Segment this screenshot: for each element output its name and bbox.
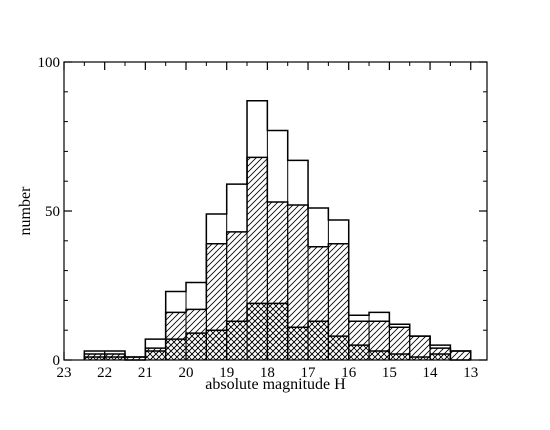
x-axis: 23 22 21 20 19 18 17 16 15 14 13: [57, 62, 478, 381]
bar-s3-bin-3: [145, 351, 166, 360]
bar-s3-bin-7: [226, 321, 248, 360]
bar-s3-bin-8: [247, 303, 268, 360]
x-tick-label: 18: [260, 365, 275, 381]
bar-s3-bin-5: [186, 333, 207, 360]
bar-s3-bin-14: [369, 351, 390, 360]
bar-s3-bin-11: [308, 321, 329, 360]
x-tick-label: 16: [341, 365, 357, 381]
series-3: [83, 302, 471, 361]
y-tick-label: 0: [53, 353, 61, 369]
bar-s2-bin-15: [389, 327, 410, 360]
x-tick-label: 23: [57, 365, 72, 381]
bar-s3-bin-10: [287, 327, 309, 360]
bar-s2-bin-10: [287, 205, 309, 360]
x-tick-label: 15: [382, 365, 397, 381]
bar-s2-bin-16: [409, 336, 431, 360]
y-axis: 0 50 100: [38, 55, 487, 369]
bar-s3-bin-16: [409, 357, 431, 360]
bar-s3-bin-4: [165, 339, 187, 360]
x-tick-label: 19: [219, 365, 234, 381]
bar-s3-bin-6: [206, 330, 227, 360]
bar-s3-bin-9: [267, 303, 288, 360]
x-tick-label: 14: [423, 365, 439, 381]
bar-s3-bin-13: [348, 345, 370, 360]
x-tick-label: 17: [301, 365, 317, 381]
bar-s3-bin-17: [430, 354, 451, 360]
x-axis-label: absolute magnitude H: [205, 376, 346, 393]
bar-s3-bin-1: [104, 357, 126, 360]
x-tick-label: 20: [179, 365, 194, 381]
series-layer: [83, 99, 472, 361]
y-tick-label: 50: [45, 204, 60, 220]
x-tick-label: 21: [138, 365, 153, 381]
x-tick-label: 22: [97, 365, 112, 381]
bar-s2-bin-18: [450, 351, 471, 360]
y-axis-label: number: [17, 186, 34, 236]
bar-s3-bin-15: [389, 354, 410, 360]
bar-s2-bin-2: [125, 357, 146, 360]
bar-s3-bin-12: [328, 336, 349, 360]
bar-s2-bin-12: [328, 243, 349, 360]
y-tick-label: 100: [38, 55, 61, 71]
bar-s3-bin-0: [84, 357, 105, 360]
x-tick-label: 13: [463, 365, 478, 381]
